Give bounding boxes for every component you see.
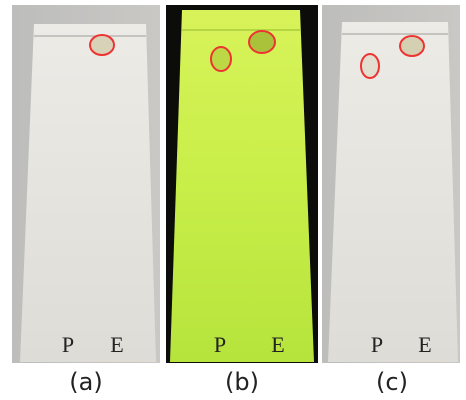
spot-circle (400, 36, 424, 56)
caption: (c) (376, 368, 408, 396)
spot-circle (211, 47, 231, 71)
lane-label: E (271, 332, 284, 357)
figure: P E (a) P E (b) P E (c) (0, 0, 466, 400)
lane-label: E (110, 332, 123, 357)
plate (328, 22, 458, 362)
panel-b: P E (b) (166, 5, 318, 396)
lane-label: P (214, 332, 226, 357)
lane-label: E (418, 332, 431, 357)
panel-c: P E (c) (322, 5, 460, 396)
spot-circle (361, 54, 379, 78)
lane-label: P (62, 332, 74, 357)
lane-label: P (371, 332, 383, 357)
spot-circle (249, 31, 275, 53)
plate (20, 24, 156, 362)
caption: (a) (69, 368, 102, 396)
spot-circle (90, 35, 114, 55)
plate (170, 10, 314, 362)
panel-a: P E (a) (12, 5, 160, 396)
caption: (b) (225, 368, 259, 396)
